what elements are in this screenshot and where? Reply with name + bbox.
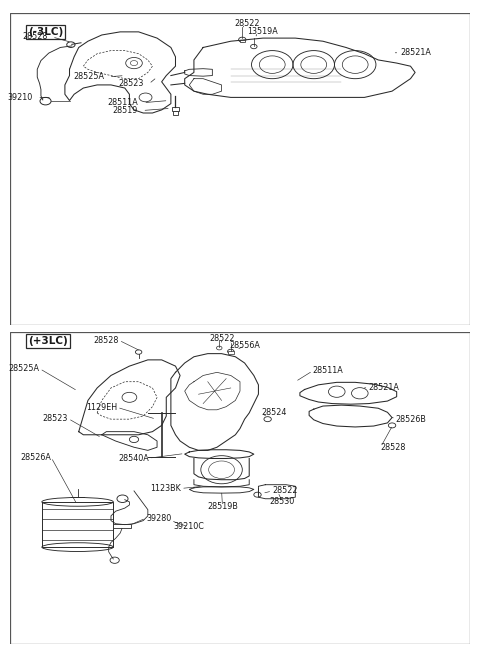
Text: (-3LC): (-3LC) — [28, 27, 63, 37]
Text: 13519A: 13519A — [247, 28, 277, 36]
Text: 28526B: 28526B — [396, 415, 427, 424]
Text: 28525A: 28525A — [73, 72, 104, 81]
Bar — [228, 351, 234, 354]
Text: 28540A: 28540A — [118, 454, 149, 463]
Text: 28522: 28522 — [210, 334, 235, 342]
Text: 39280: 39280 — [146, 514, 171, 522]
Text: 28528: 28528 — [22, 32, 48, 41]
Text: 28511A: 28511A — [108, 98, 139, 107]
Bar — [240, 39, 245, 43]
Text: 28511A: 28511A — [313, 367, 344, 375]
Text: (+3LC): (+3LC) — [28, 336, 68, 346]
Text: 28525A: 28525A — [9, 364, 39, 373]
Bar — [173, 110, 178, 114]
Text: 28526A: 28526A — [20, 453, 51, 462]
Text: 28519: 28519 — [112, 106, 138, 115]
Text: 28523: 28523 — [43, 414, 68, 423]
Text: 28524: 28524 — [261, 408, 287, 417]
Text: 28519B: 28519B — [207, 502, 238, 511]
Text: 28530: 28530 — [270, 497, 295, 507]
Bar — [42, 502, 113, 547]
Text: 28523: 28523 — [119, 79, 144, 89]
Text: 28521A: 28521A — [369, 383, 399, 392]
Text: 39210C: 39210C — [173, 522, 204, 532]
Text: 28522: 28522 — [272, 486, 298, 495]
Text: 39210: 39210 — [7, 93, 33, 102]
Text: 28556A: 28556A — [229, 342, 260, 350]
Text: 28528: 28528 — [94, 336, 119, 345]
Bar — [172, 106, 179, 110]
Text: 28521A: 28521A — [400, 48, 431, 57]
Text: 28528: 28528 — [381, 443, 406, 452]
Text: 28522: 28522 — [234, 19, 260, 28]
Text: 1129EH: 1129EH — [86, 403, 117, 412]
Bar — [113, 524, 131, 528]
Text: 1123BK: 1123BK — [150, 484, 181, 493]
